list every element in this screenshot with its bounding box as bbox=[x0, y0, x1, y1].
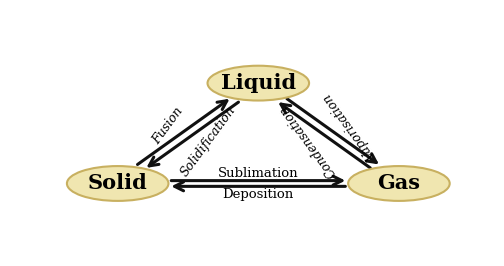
Ellipse shape bbox=[208, 66, 309, 101]
Text: Sublimation: Sublimation bbox=[218, 167, 298, 180]
Text: Condensation: Condensation bbox=[277, 102, 339, 180]
Text: Deposition: Deposition bbox=[223, 188, 294, 201]
Ellipse shape bbox=[67, 166, 168, 201]
Text: Gas: Gas bbox=[377, 173, 420, 193]
Text: Liquid: Liquid bbox=[221, 73, 296, 93]
Text: Fusion: Fusion bbox=[150, 105, 185, 146]
Text: Solidification: Solidification bbox=[178, 103, 238, 179]
Text: Solid: Solid bbox=[88, 173, 148, 193]
Ellipse shape bbox=[348, 166, 450, 201]
Text: Vaporisation: Vaporisation bbox=[321, 90, 378, 161]
